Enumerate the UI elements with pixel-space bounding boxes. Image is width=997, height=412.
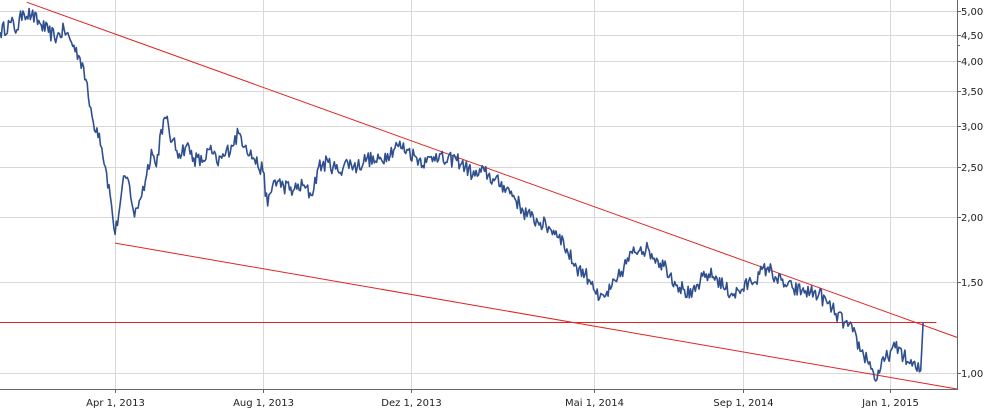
y-tick-label: 5,00 (961, 7, 983, 18)
x-tick-label: Mai 1, 2014 (565, 398, 624, 409)
y-tick-label: 1,50 (961, 278, 983, 289)
trendline (26, 1, 958, 338)
x-axis-ticks: Apr 1, 2013 Aug 1, 2013 Dez 1, 2013 Mai 1, … (86, 389, 919, 409)
price-line (0, 7, 924, 382)
x-tick-label: Aug 1, 2013 (233, 398, 294, 409)
x-tick-label: Jan 1, 2015 (861, 398, 919, 409)
y-tick-label: 2,00 (961, 213, 983, 224)
y-tick-label: 3,00 (961, 122, 983, 133)
y-tick-label: 4,00 (961, 57, 983, 68)
chart-grid (0, 0, 957, 389)
y-axis-ticks: 1,00 1,50 2,00 2,50 3,00 3,50 4,00 4,50 5,00 (957, 7, 983, 380)
y-tick-label: 2,50 (961, 163, 983, 174)
y-tick-label: 3,50 (961, 87, 983, 98)
x-tick-label: Apr 1, 2013 (86, 398, 145, 409)
x-tick-label: Dez 1, 2013 (381, 398, 441, 409)
trendline (115, 242, 958, 390)
y-tick-label: 4,50 (961, 31, 983, 42)
chart-axes (0, 0, 958, 390)
trendlines (0, 1, 958, 390)
price-series (0, 7, 924, 382)
x-tick-label: Sep 1, 2014 (713, 398, 773, 409)
y-tick-label: 1,00 (961, 369, 983, 380)
